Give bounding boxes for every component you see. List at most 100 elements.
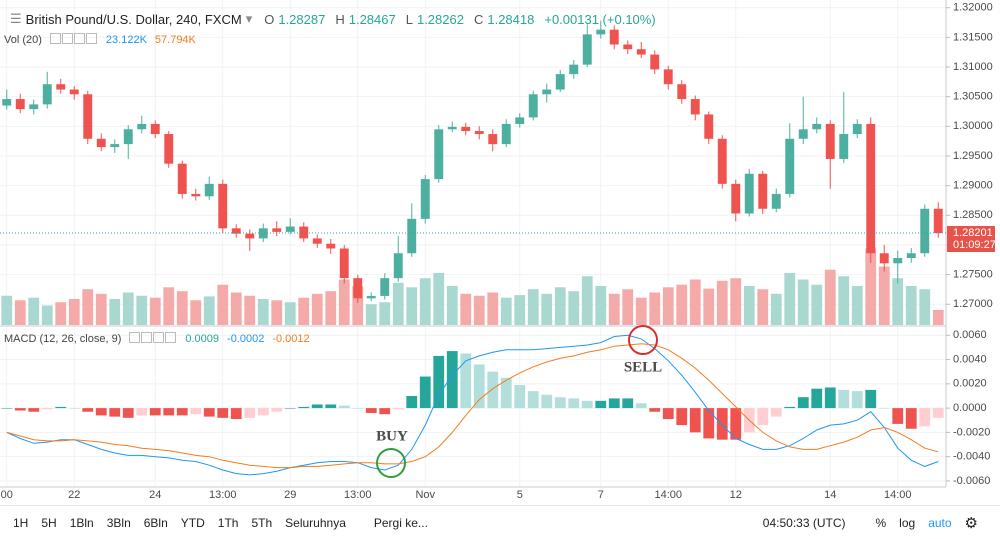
volume-bar [649,292,661,325]
histogram-bar [271,408,283,412]
y-tick-label: 1.27000 [953,298,993,310]
histogram-bar [716,408,728,440]
range-button[interactable]: 1Th [217,516,239,530]
range-button[interactable]: 1Bln [69,516,94,530]
candle-body [879,253,889,264]
range-button[interactable]: 5H [41,516,57,530]
candle-body [312,238,322,244]
histogram-bar [541,394,553,409]
volume-value: 23.122K [105,34,147,46]
percent-toggle[interactable]: % [875,516,887,530]
histogram-bar [608,398,620,409]
candle-body [2,99,12,106]
x-tick-label: 00 [1,489,13,501]
candle-body [69,89,79,95]
log-toggle[interactable]: log [899,516,916,530]
ohlc-value: 1.28262 [416,11,464,27]
histogram-bar [149,408,161,416]
volume-bar [109,299,121,325]
volume-bar [406,287,418,325]
range-button[interactable]: 1H [13,516,29,530]
macd-line [6,343,939,469]
ohlc-key: O [264,11,275,27]
candle-body [285,226,295,232]
histogram-bar [878,408,890,409]
range-button[interactable]: 3Bln [106,516,131,530]
candle-body [447,126,457,130]
volume-bar [595,286,607,325]
histogram-bar [136,408,148,416]
volume-bar [473,295,485,325]
histogram-bar [865,389,877,409]
histogram-bar [487,371,499,409]
indicator-buttons[interactable] [129,332,177,346]
symbol[interactable]: British Pound/U.S. Dollar, 240, FXCM [25,11,242,27]
histogram-bar [109,408,121,417]
range-button[interactable]: 6Bln [143,516,168,530]
settings-button[interactable]: ⚙ [964,515,978,532]
symbol-dropdown[interactable]: ▾ [245,11,253,26]
candle-body [771,193,781,209]
candle-body [866,123,876,254]
range-button[interactable]: 5Th [251,516,273,530]
candle-body [920,208,930,254]
candle-body [812,123,822,130]
candle-body [852,123,862,135]
histogram-bar [622,398,634,409]
volume-bar [325,291,337,325]
auto-toggle[interactable]: auto [928,516,952,530]
candle-body [933,208,943,234]
histogram-bar [325,404,337,409]
candle-body [393,253,403,279]
y-tick-label: 1.32000 [953,2,993,14]
histogram-bar [932,408,944,418]
clock: 04:50:33 (UTC) [762,516,846,530]
volume-bar [905,286,917,325]
histogram-bar [473,364,485,409]
histogram-bar [649,408,661,412]
histogram-bar [554,397,566,409]
volume-bar [892,278,904,325]
volume-bar [878,266,890,325]
histogram-bar [230,408,242,420]
candle-body [461,126,471,132]
sell-label: SELL [624,359,662,375]
y-tick-label: 1.30000 [953,120,993,132]
histogram-bar [892,408,904,424]
volume-bar [217,284,229,325]
volume-bar [365,304,377,325]
histogram-bar [163,408,175,416]
volume-bar [784,273,796,325]
menu-icon[interactable]: ☰ [10,11,22,26]
volume-bar [662,287,674,325]
x-tick-label: 5 [517,489,523,501]
y-tick-label: 0.0000 [953,402,987,414]
candle-body [353,278,363,299]
histogram-bar [311,404,323,409]
volume-bar [122,292,134,325]
goto-button[interactable]: Pergi ke... [373,516,428,530]
macd-header: MACD (12, 26, close, 9) 0.0009 -0.0002 -… [4,332,310,346]
range-button[interactable]: Seluruhnya [285,516,346,530]
x-tick-label: 12 [730,489,742,501]
macd-value: -0.0002 [227,333,265,345]
volume-bar [676,284,688,325]
candle-body [83,94,93,139]
volume-bar [622,289,634,325]
volume-bar [41,305,53,325]
range-button[interactable]: YTD [180,516,205,530]
indicator-buttons[interactable] [49,33,98,47]
volume-bar [176,291,188,325]
signal-value: -0.0012 [272,333,310,345]
volume-bar [635,297,647,325]
candle-body [420,179,430,219]
candle-body [150,123,160,135]
histogram-bar [527,391,539,409]
volume-header: Vol (20) 23.122K 57.794K [4,33,196,47]
candle-body [906,253,916,258]
ohlc-key: H [335,11,345,27]
candle-body [677,84,687,100]
ohlc-value: 1.28418 [487,11,535,27]
histogram-bar [568,398,580,409]
candle-body [177,163,187,194]
